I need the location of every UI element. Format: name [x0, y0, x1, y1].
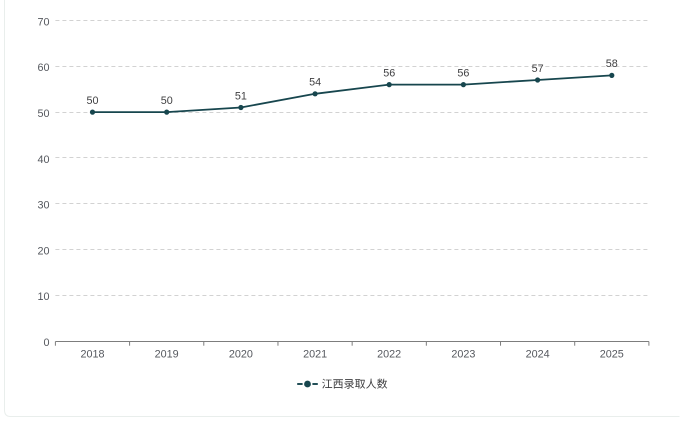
svg-text:2021: 2021 [303, 348, 327, 360]
svg-text:40: 40 [37, 154, 49, 166]
svg-text:57: 57 [532, 63, 544, 75]
svg-text:50: 50 [161, 95, 173, 107]
svg-text:20: 20 [37, 245, 49, 257]
svg-text:2023: 2023 [451, 348, 475, 360]
svg-text:2022: 2022 [377, 348, 401, 360]
svg-text:70: 70 [37, 16, 49, 28]
svg-text:50: 50 [86, 95, 98, 107]
svg-text:2024: 2024 [526, 348, 550, 360]
svg-text:60: 60 [37, 62, 49, 74]
svg-text:2025: 2025 [600, 348, 624, 360]
svg-text:56: 56 [383, 67, 395, 79]
svg-text:54: 54 [309, 77, 321, 89]
svg-text:56: 56 [457, 67, 469, 79]
svg-text:0: 0 [43, 337, 49, 349]
svg-text:2020: 2020 [229, 348, 253, 360]
svg-text:10: 10 [37, 291, 49, 303]
svg-text:2018: 2018 [80, 348, 104, 360]
svg-text:30: 30 [37, 200, 49, 212]
svg-text:51: 51 [235, 90, 247, 102]
svg-text:58: 58 [606, 58, 618, 70]
svg-text:2019: 2019 [155, 348, 179, 360]
svg-text:50: 50 [37, 108, 49, 120]
